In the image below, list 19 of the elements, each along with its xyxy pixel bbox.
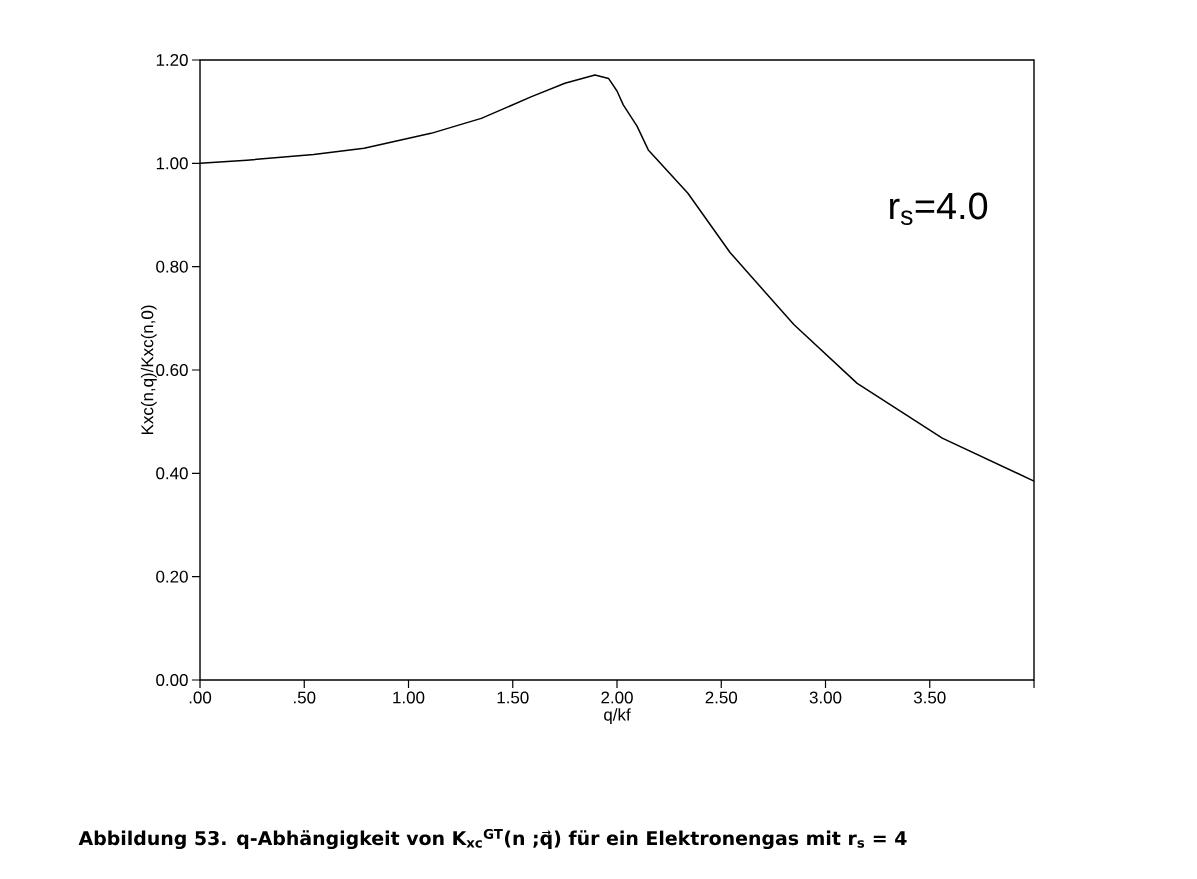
y-tick-label: 0.60 (156, 363, 188, 376)
y-tick-label: 0.80 (156, 260, 188, 273)
x-tick-label: 1.00 (393, 691, 425, 704)
x-tick-label: 2.00 (601, 691, 633, 704)
x-axis-title: q/kf (604, 708, 631, 725)
y-axis-title: Kxc(n,q)/Kxc(n,0) (140, 305, 157, 434)
y-tick-label: 1.20 (156, 53, 188, 66)
x-tick-label: .00 (189, 691, 212, 704)
x-tick-label: 1.50 (497, 691, 529, 704)
x-tick-label: 2.50 (705, 691, 738, 704)
y-tick-label: 1.00 (156, 157, 188, 170)
x-tick-label: 3.50 (913, 691, 946, 704)
y-tick-label: 0.20 (156, 570, 188, 583)
annotation: r$_{s}$=4.0 (890, 192, 988, 225)
x-tick-label: .50 (294, 691, 316, 704)
y-tick-label: 0.00 (156, 673, 188, 686)
y-tick-label: 0.40 (156, 467, 188, 480)
text: Abbildung 53. q-Abhängigkeit von K$_{xc}$$^{GT}$(n ;q⃗) für ein Elektronengas mit r$_{s}$ = 4 (78, 828, 907, 850)
x-tick-label: 3.00 (809, 691, 842, 704)
